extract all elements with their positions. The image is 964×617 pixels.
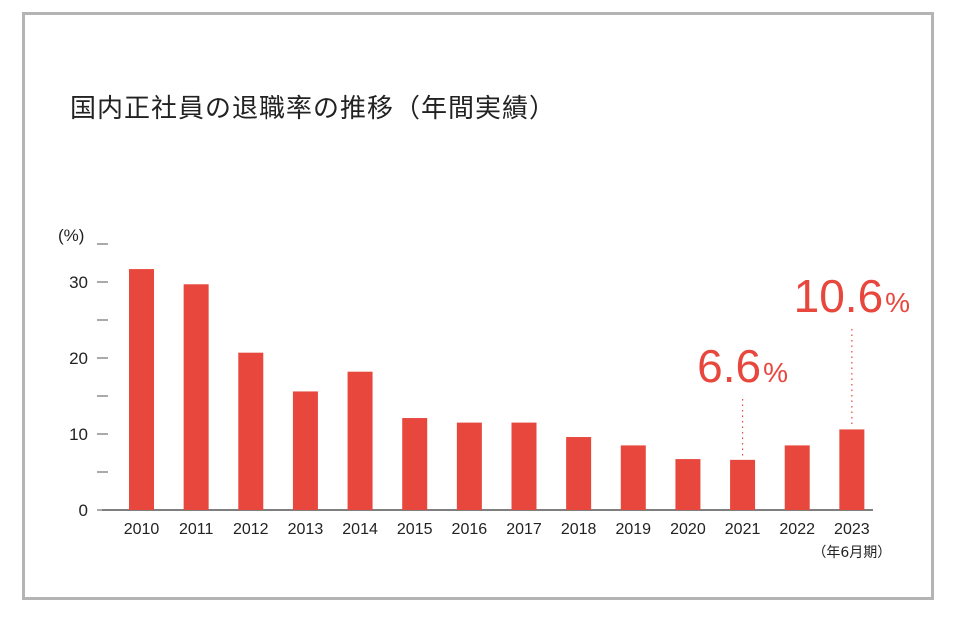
y-tick-label: 30	[69, 273, 88, 292]
bar-2023	[839, 429, 865, 510]
x-tick-label: 2011	[179, 521, 214, 538]
x-tick-label: 2018	[561, 521, 597, 538]
x-tick-label: 2016	[452, 521, 488, 538]
annotation-value: 10.6	[794, 270, 884, 322]
chart-title: 国内正社員の退職率の推移（年間実績）	[70, 94, 557, 124]
x-tick-label: 2015	[397, 521, 433, 538]
y-tick-label: 10	[69, 425, 88, 444]
annotation-value: 6.6	[697, 340, 761, 392]
annotation-unit: %	[885, 287, 910, 318]
y-tick-label: 0	[79, 501, 88, 520]
x-tick-label: 2020	[670, 521, 706, 538]
bar-2021	[730, 459, 756, 510]
x-tick-label: 2021	[725, 521, 761, 538]
x-tick-label: 2012	[233, 521, 269, 538]
bar-2022	[784, 445, 810, 510]
y-tick-label: 20	[69, 349, 88, 368]
bar-2019	[620, 445, 646, 510]
bar-2015	[402, 418, 428, 510]
x-tick-label: 2023	[834, 521, 870, 538]
x-tick-label: 2022	[779, 521, 815, 538]
y-axis-unit-label: (%)	[58, 226, 84, 245]
bar-2016	[456, 422, 482, 510]
bar-2010	[129, 269, 154, 510]
annotation-label: 10.6%	[794, 270, 910, 322]
bar-2011	[183, 284, 209, 510]
bar-2020	[675, 459, 701, 510]
annotation-unit: %	[763, 357, 788, 388]
bar-2017	[511, 422, 537, 510]
bar-2018	[566, 437, 592, 510]
x-tick-label: 2013	[288, 521, 324, 538]
x-tick-label: 2017	[506, 521, 542, 538]
x-tick-label: 2010	[124, 521, 160, 538]
bar-2012	[238, 352, 264, 510]
x-tick-label: 2014	[342, 521, 378, 538]
x-tick-note: （年6月期）	[812, 545, 891, 561]
bar-2013	[292, 391, 318, 510]
annotation-label: 6.6%	[697, 340, 788, 392]
bar-2014	[347, 371, 373, 510]
x-tick-label: 2019	[615, 521, 651, 538]
